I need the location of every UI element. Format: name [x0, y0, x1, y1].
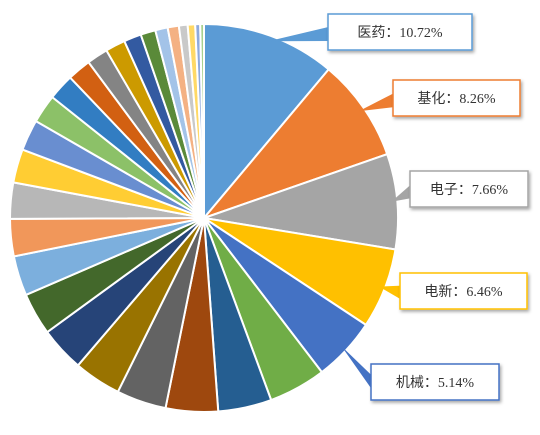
callout-label: 医药：10.72% [357, 25, 442, 41]
callout-3: 电子：7.66% [391, 170, 529, 208]
callout-pointer [268, 26, 330, 42]
callout-4: 电新：6.46% [379, 272, 528, 310]
callout-box [392, 79, 521, 117]
callout-box [370, 363, 500, 401]
callout-box [327, 13, 473, 51]
callout-box [409, 170, 529, 208]
callout-pointer [379, 285, 402, 300]
callout-label: 机械：5.14% [396, 375, 474, 391]
callout-label: 电新：6.46% [424, 284, 502, 300]
pie-slice-30 [199, 23, 205, 219]
callout-pointer [341, 346, 373, 391]
callout-5: 机械：5.14% [341, 346, 500, 401]
pie-slice-2 [203, 68, 389, 219]
callout-1: 医药：10.72% [268, 13, 473, 51]
callout-pointer [391, 183, 412, 202]
callout-label: 基化：8.26% [417, 90, 495, 107]
pie-slice-1 [203, 23, 330, 219]
callout-box [399, 272, 528, 310]
pie-slices [8, 23, 399, 413]
pie-callouts: 医药：10.72% 基化：8.26% 电子：7.66% 电新：6.46% 机械：5.14… [268, 13, 529, 401]
callout-2: 基化：8.26% [358, 79, 521, 117]
callout-pointer [358, 92, 395, 112]
callout-label: 电子：7.66% [430, 182, 508, 198]
